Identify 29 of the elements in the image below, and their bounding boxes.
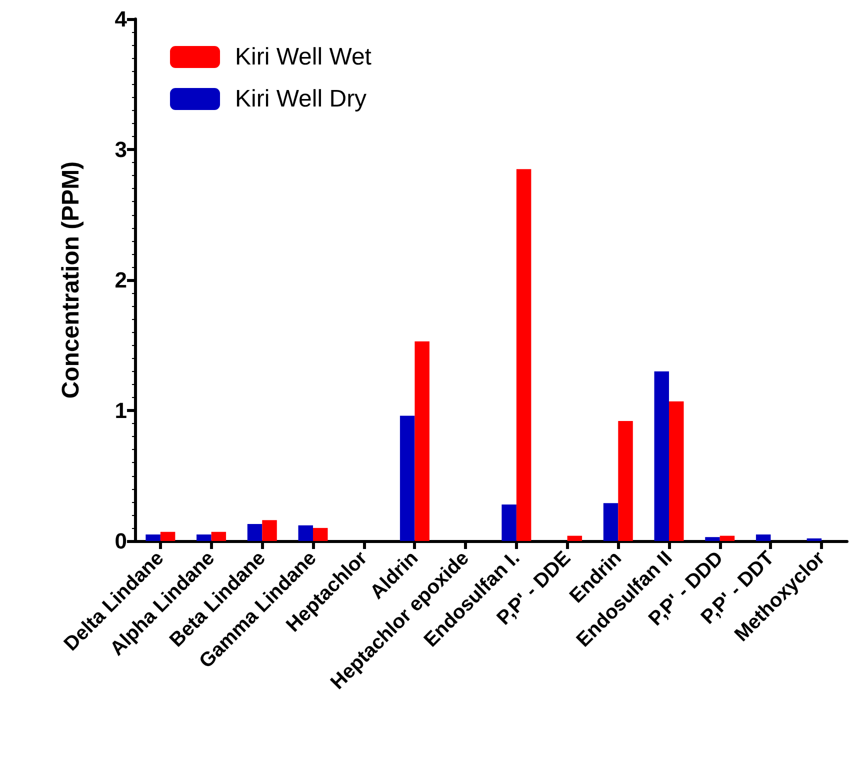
- bar: [669, 401, 684, 541]
- bar: [298, 525, 313, 541]
- legend-label: Kiri Well Dry: [235, 86, 367, 112]
- bar: [654, 371, 669, 541]
- y-axis-title: Concentration (PPM): [58, 161, 84, 399]
- bar: [262, 520, 277, 541]
- bar: [196, 534, 212, 541]
- bar: [414, 341, 430, 541]
- bar: [756, 534, 771, 541]
- legend-label: Kiri Well Wet: [235, 44, 372, 70]
- bar: [618, 420, 633, 541]
- y-tick-label: 3: [114, 137, 127, 162]
- y-tick-label: 2: [114, 268, 127, 292]
- bar: [211, 532, 226, 541]
- bar: [146, 534, 160, 541]
- bar: [705, 537, 720, 541]
- bar: [313, 528, 328, 541]
- bar: [160, 532, 176, 541]
- y-tick-label: 4: [114, 6, 128, 32]
- y-tick-label: 0: [114, 528, 127, 554]
- bar: [603, 503, 618, 541]
- bar: [502, 504, 516, 541]
- bar: [516, 169, 532, 541]
- bar: [806, 538, 822, 541]
- bar: [400, 416, 415, 541]
- y-tick-label: 1: [114, 398, 127, 423]
- bar: [720, 536, 735, 541]
- bar: [567, 536, 582, 541]
- bar: [247, 524, 262, 541]
